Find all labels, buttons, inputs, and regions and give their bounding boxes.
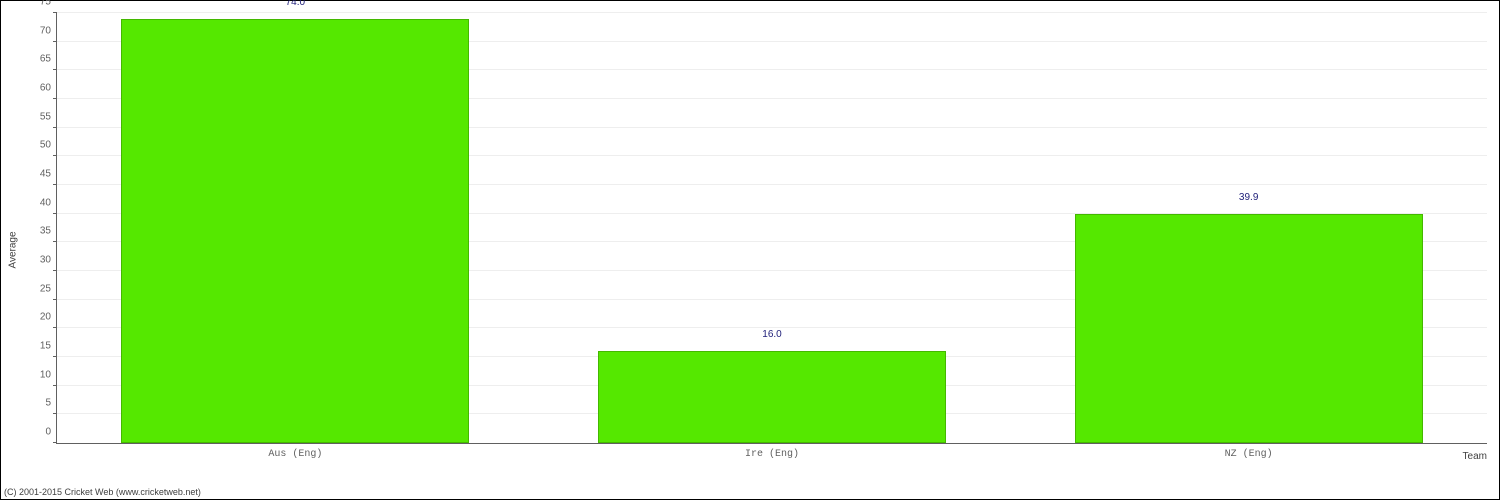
bar-value-label: 39.9	[1239, 192, 1258, 203]
y-tick-label: 45	[40, 169, 51, 180]
y-tick-label: 10	[40, 369, 51, 380]
chart-container: 0 5 10 15 20 25 30 35 40 45 50 55 60 65 70 75 74.0 Aus (E…	[0, 0, 1500, 500]
y-tick-label: 25	[40, 283, 51, 294]
y-tick-mark	[53, 241, 57, 242]
y-tick-mark	[53, 327, 57, 328]
y-tick-label: 75	[40, 0, 51, 8]
y-tick-label: 0	[45, 427, 51, 438]
y-tick-label: 20	[40, 312, 51, 323]
y-tick-mark	[53, 299, 57, 300]
y-tick-label: 15	[40, 341, 51, 352]
x-category-label: Ire (Eng)	[745, 449, 799, 460]
x-category-label: Aus (Eng)	[268, 449, 322, 460]
y-tick-mark	[53, 98, 57, 99]
y-tick-label: 40	[40, 197, 51, 208]
y-tick-label: 50	[40, 140, 51, 151]
y-tick-label: 65	[40, 54, 51, 65]
y-tick-label: 70	[40, 25, 51, 36]
y-tick-label: 5	[45, 398, 51, 409]
y-tick-mark	[53, 270, 57, 271]
bar-value-label: 16.0	[762, 329, 781, 340]
bar	[121, 19, 469, 443]
y-tick-mark	[53, 184, 57, 185]
plot-area: 05101520253035404550556065707574.0Aus (E…	[56, 13, 1487, 444]
x-category-label: NZ (Eng)	[1225, 449, 1273, 460]
y-axis-label: Average	[8, 231, 19, 268]
y-tick-label: 60	[40, 83, 51, 94]
y-tick-mark	[53, 127, 57, 128]
bar-value-label: 74.0	[286, 0, 305, 8]
bar	[1075, 214, 1423, 443]
y-tick-label: 30	[40, 255, 51, 266]
y-tick-mark	[53, 213, 57, 214]
x-axis-label: Team	[1463, 451, 1487, 462]
y-tick-mark	[53, 413, 57, 414]
y-tick-mark	[53, 385, 57, 386]
y-tick-mark	[53, 155, 57, 156]
y-tick-label: 55	[40, 111, 51, 122]
y-tick-label: 35	[40, 226, 51, 237]
y-tick-mark	[53, 356, 57, 357]
y-tick-mark	[53, 69, 57, 70]
bar	[598, 351, 946, 443]
y-tick-mark	[53, 41, 57, 42]
y-tick-mark	[53, 12, 57, 13]
grid-line	[57, 12, 1487, 13]
copyright-text: (C) 2001-2015 Cricket Web (www.cricketwe…	[4, 487, 201, 497]
y-tick-mark	[53, 442, 57, 443]
